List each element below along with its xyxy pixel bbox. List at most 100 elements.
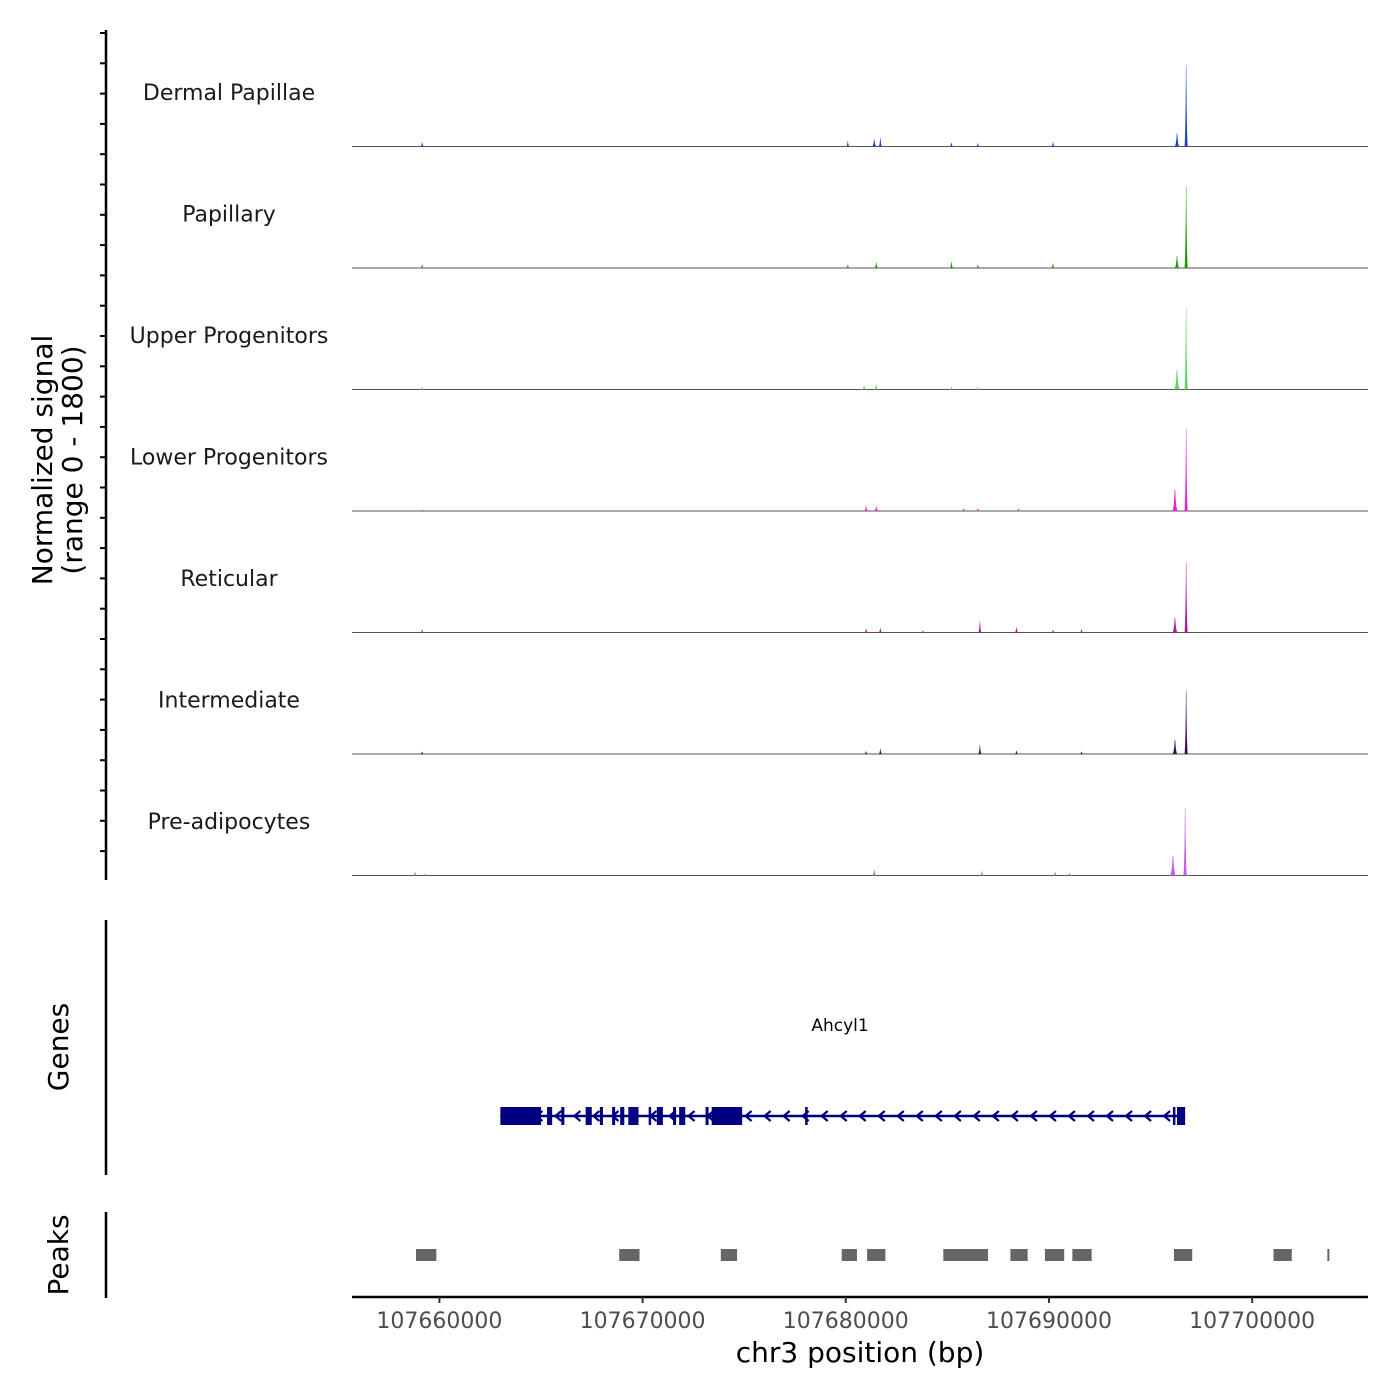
gene-exon [711,1107,743,1125]
track-dermal-papillae: Dermal Papillae [143,64,1368,147]
y-axis-title: Normalized signal [26,335,59,586]
strand-arrow [1105,1110,1114,1122]
track-label: Papillary [182,203,276,228]
strand-arrow [1143,1110,1152,1122]
strand-arrow [1124,1110,1133,1122]
gene-exon [547,1107,553,1125]
signal-peak [1016,508,1021,511]
strand-arrow [1010,1110,1019,1122]
signal-peak [864,505,868,511]
signal-peak [1183,807,1187,876]
signal-peak [421,509,425,511]
gene-exon [585,1107,592,1125]
track-reticular: Reticular [180,562,1368,633]
peak-region [416,1249,437,1261]
strand-arrow [781,1110,791,1122]
signal-peak [949,387,954,390]
signal-peak [1184,691,1188,754]
track-label: Upper Progenitors [130,324,329,349]
signal-peak [1184,562,1188,633]
signal-peak [1067,872,1071,876]
track-lower-progenitors: Lower Progenitors [130,429,1368,512]
signal-peak [1079,751,1084,754]
x-axis-title: chr3 position (bp) [736,1336,985,1369]
gene-name-label: Ahcyl1 [811,1016,868,1036]
gene-exon [679,1107,686,1125]
signal-peak [1014,750,1019,754]
gene-exon [628,1107,639,1125]
strand-arrow [1029,1110,1038,1122]
strand-arrow [896,1110,905,1122]
strand-arrow [1048,1110,1057,1122]
signal-peak [1051,142,1055,147]
strand-arrow [877,1110,886,1122]
peak-region [867,1249,886,1261]
peaks-track-label: Peaks [42,1214,75,1295]
signal-peak [846,141,850,147]
gene-exon [805,1107,808,1125]
signal-peak [420,142,424,147]
signal-peak [976,264,980,268]
signal-peak [874,384,878,390]
strand-arrow [762,1110,772,1122]
strand-arrow [839,1110,848,1122]
peak-region [1010,1249,1028,1261]
signal-peak [864,751,868,754]
signal-peak [978,621,982,633]
strand-arrow [1162,1110,1171,1122]
strand-arrow [743,1110,753,1122]
gene-exon [673,1107,677,1125]
signal-peak [1184,429,1188,511]
track-intermediate: Intermediate [158,689,1368,755]
x-tick-label: 107680000 [783,1309,909,1334]
x-tick-label: 107670000 [580,1309,706,1334]
signal-peak [1184,307,1188,390]
strand-arrow [953,1110,962,1122]
peak-region [619,1249,640,1261]
gene-exon [612,1107,616,1125]
signal-peak [1014,627,1019,633]
peak-region [1044,1249,1065,1261]
signal-peak [1184,64,1188,147]
signal-peak [1053,871,1057,876]
signal-peak [1174,255,1180,268]
signal-peak [921,630,925,633]
signal-peak [1172,740,1178,754]
strand-arrow [1086,1110,1095,1122]
x-axis: 107660000 107670000 107680000 107690000 1077… [352,1295,1368,1334]
strand-arrow [858,1110,867,1122]
peak-region [841,1249,857,1261]
signal-peak [949,142,954,147]
signal-peak [874,506,879,511]
strand-arrow [686,1110,696,1122]
signal-peak [423,873,427,876]
genes-track [104,920,1186,1175]
strand-arrow [591,1110,601,1122]
coverage-tracks: Dermal Papillae Papillary Upper Progenitor… [130,64,1368,876]
signal-peak [978,745,982,754]
track-label: Dermal Papillae [143,81,315,106]
signal-peak [980,870,984,876]
x-tick-label: 107660000 [376,1309,502,1334]
signal-peak [1172,617,1178,633]
signal-peak [1174,133,1180,147]
strand-arrow [572,1110,582,1122]
gene-exon [561,1107,565,1125]
signal-peak [1051,263,1055,268]
signal-peak [949,261,954,268]
signal-peak [413,871,417,876]
signal-peak [962,508,966,511]
signal-y-axis [100,30,108,880]
peak-region [1273,1249,1292,1261]
gene-exon [656,1107,663,1125]
signal-peak [976,508,980,511]
signal-peak [878,138,882,147]
signal-peak [878,748,882,754]
track-label: Lower Progenitors [130,446,328,471]
signal-peak [846,264,850,268]
strand-arrow [553,1110,563,1122]
gene-exon [1176,1107,1186,1125]
track-papillary: Papillary [182,186,1368,269]
signal-peak [1051,629,1055,633]
